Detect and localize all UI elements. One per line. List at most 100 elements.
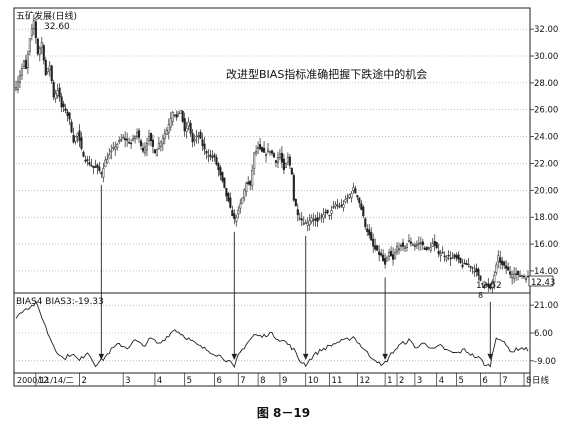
price-bar-body (80, 137, 83, 149)
price-bar-body (108, 154, 111, 159)
x-axis-tick-label: 2 (82, 376, 87, 386)
price-bar-body (489, 284, 492, 289)
price-bar-body (393, 252, 397, 259)
x-axis-tick-label: 6 (482, 376, 487, 386)
price-bar-body (264, 154, 268, 156)
price-bar-body (483, 285, 486, 287)
price-bar-body (443, 255, 446, 257)
price-bar-body (421, 241, 424, 246)
price-bar-body (235, 216, 238, 222)
price-bar-body (515, 273, 518, 275)
price-bar-body (187, 121, 190, 127)
price-bar-body (100, 172, 103, 175)
price-bar-body (104, 159, 107, 168)
price-bar-body (374, 245, 377, 250)
price-bar-body (332, 206, 335, 208)
price-bar-body (316, 217, 319, 222)
price-grid (16, 28, 530, 272)
signal-arrow-head (98, 353, 105, 360)
price-bar-body (401, 242, 405, 247)
price-bar-body (324, 211, 327, 214)
price-bar-body (358, 197, 361, 204)
price-bar-body (40, 42, 43, 49)
price-bar-body (413, 245, 416, 247)
price-bar-body (350, 193, 353, 199)
price-bar-body (300, 218, 303, 221)
bias-line (15, 300, 529, 369)
price-bar-body (171, 112, 174, 122)
price-bar-body (465, 263, 468, 265)
price-bar-body (195, 135, 198, 138)
price-bar-body (229, 197, 232, 208)
price-bar-body (397, 248, 401, 250)
x-axis-start-label: 2000/11/14/二 (17, 376, 74, 385)
price-bar-body (130, 142, 133, 145)
bias-y-tick-label: -9.00 (534, 357, 556, 367)
x-axis-tick-label: 12 (359, 376, 370, 386)
price-bar-body (122, 136, 125, 139)
price-bar-body (241, 197, 244, 204)
price-bar-body (431, 243, 434, 247)
price-bar-body (511, 274, 514, 278)
price-bar-body (145, 143, 149, 151)
price-bar-body (433, 240, 436, 246)
price-bar-body (42, 45, 45, 61)
price-bar-body (320, 215, 323, 217)
price-bar-body (54, 93, 57, 99)
price-bar-body (163, 133, 166, 139)
price-bar-body (211, 156, 214, 158)
price-bar-body (495, 264, 498, 273)
price-bar-body (314, 218, 317, 221)
price-bar-body (134, 136, 137, 139)
price-bar-body (405, 243, 408, 248)
x-axis-tick-label: 2 (399, 376, 404, 386)
price-bar-body (136, 132, 139, 137)
price-bar-body (280, 152, 283, 163)
price-bar-body (419, 242, 422, 244)
x-axis-tick-label: 7 (502, 376, 507, 386)
price-bar-body (165, 130, 168, 135)
price-bar-body (191, 132, 194, 143)
price-bar-body (64, 108, 67, 111)
price-bar-body (106, 159, 109, 164)
price-bar-body (292, 175, 295, 201)
price-bar-body (98, 166, 101, 171)
price-bar-body (88, 162, 91, 165)
price-bar-body (272, 153, 276, 158)
x-axis-tick-label: 6 (216, 376, 221, 386)
x-axis-tick-label: 5 (187, 376, 192, 386)
x-axis-tick-label: 3 (125, 376, 130, 386)
x-axis-tick-label: 4 (439, 376, 444, 386)
price-bar-body (137, 130, 141, 138)
price-bar-body (46, 68, 49, 73)
price-bar-body (386, 257, 389, 262)
price-bar-body (507, 266, 510, 271)
price-bar-body (380, 252, 383, 256)
price-bar-body (517, 270, 520, 276)
price-bar-body (179, 110, 182, 114)
time-axis-ticks: 12 2 3 4 5 6 7 8 9 10 11 12 1 2 3 4 5 6 7 8 (35, 373, 531, 386)
price-bar-body (18, 75, 22, 83)
price-bar-body (68, 112, 71, 120)
price-bar-body (74, 136, 77, 142)
price-bar-body (36, 38, 39, 55)
price-bar-body (497, 255, 500, 262)
price-bar-body (461, 264, 464, 267)
price-bar-body (403, 246, 407, 249)
price-bar-body (445, 256, 448, 260)
price-y-tick-label: 30.00 (534, 52, 558, 62)
bias-series (15, 300, 529, 369)
price-bar-body (340, 204, 343, 206)
price-bar-body (193, 138, 196, 142)
price-bar-body (415, 244, 418, 247)
price-bar-body (435, 242, 438, 249)
price-bar-body (368, 229, 371, 236)
price-bar-body (278, 153, 281, 158)
price-bar-body (217, 163, 220, 171)
price-bar-body (181, 110, 184, 122)
price-bar-body (330, 209, 333, 214)
price-bar-body (451, 257, 454, 259)
price-bar-body (270, 150, 274, 154)
